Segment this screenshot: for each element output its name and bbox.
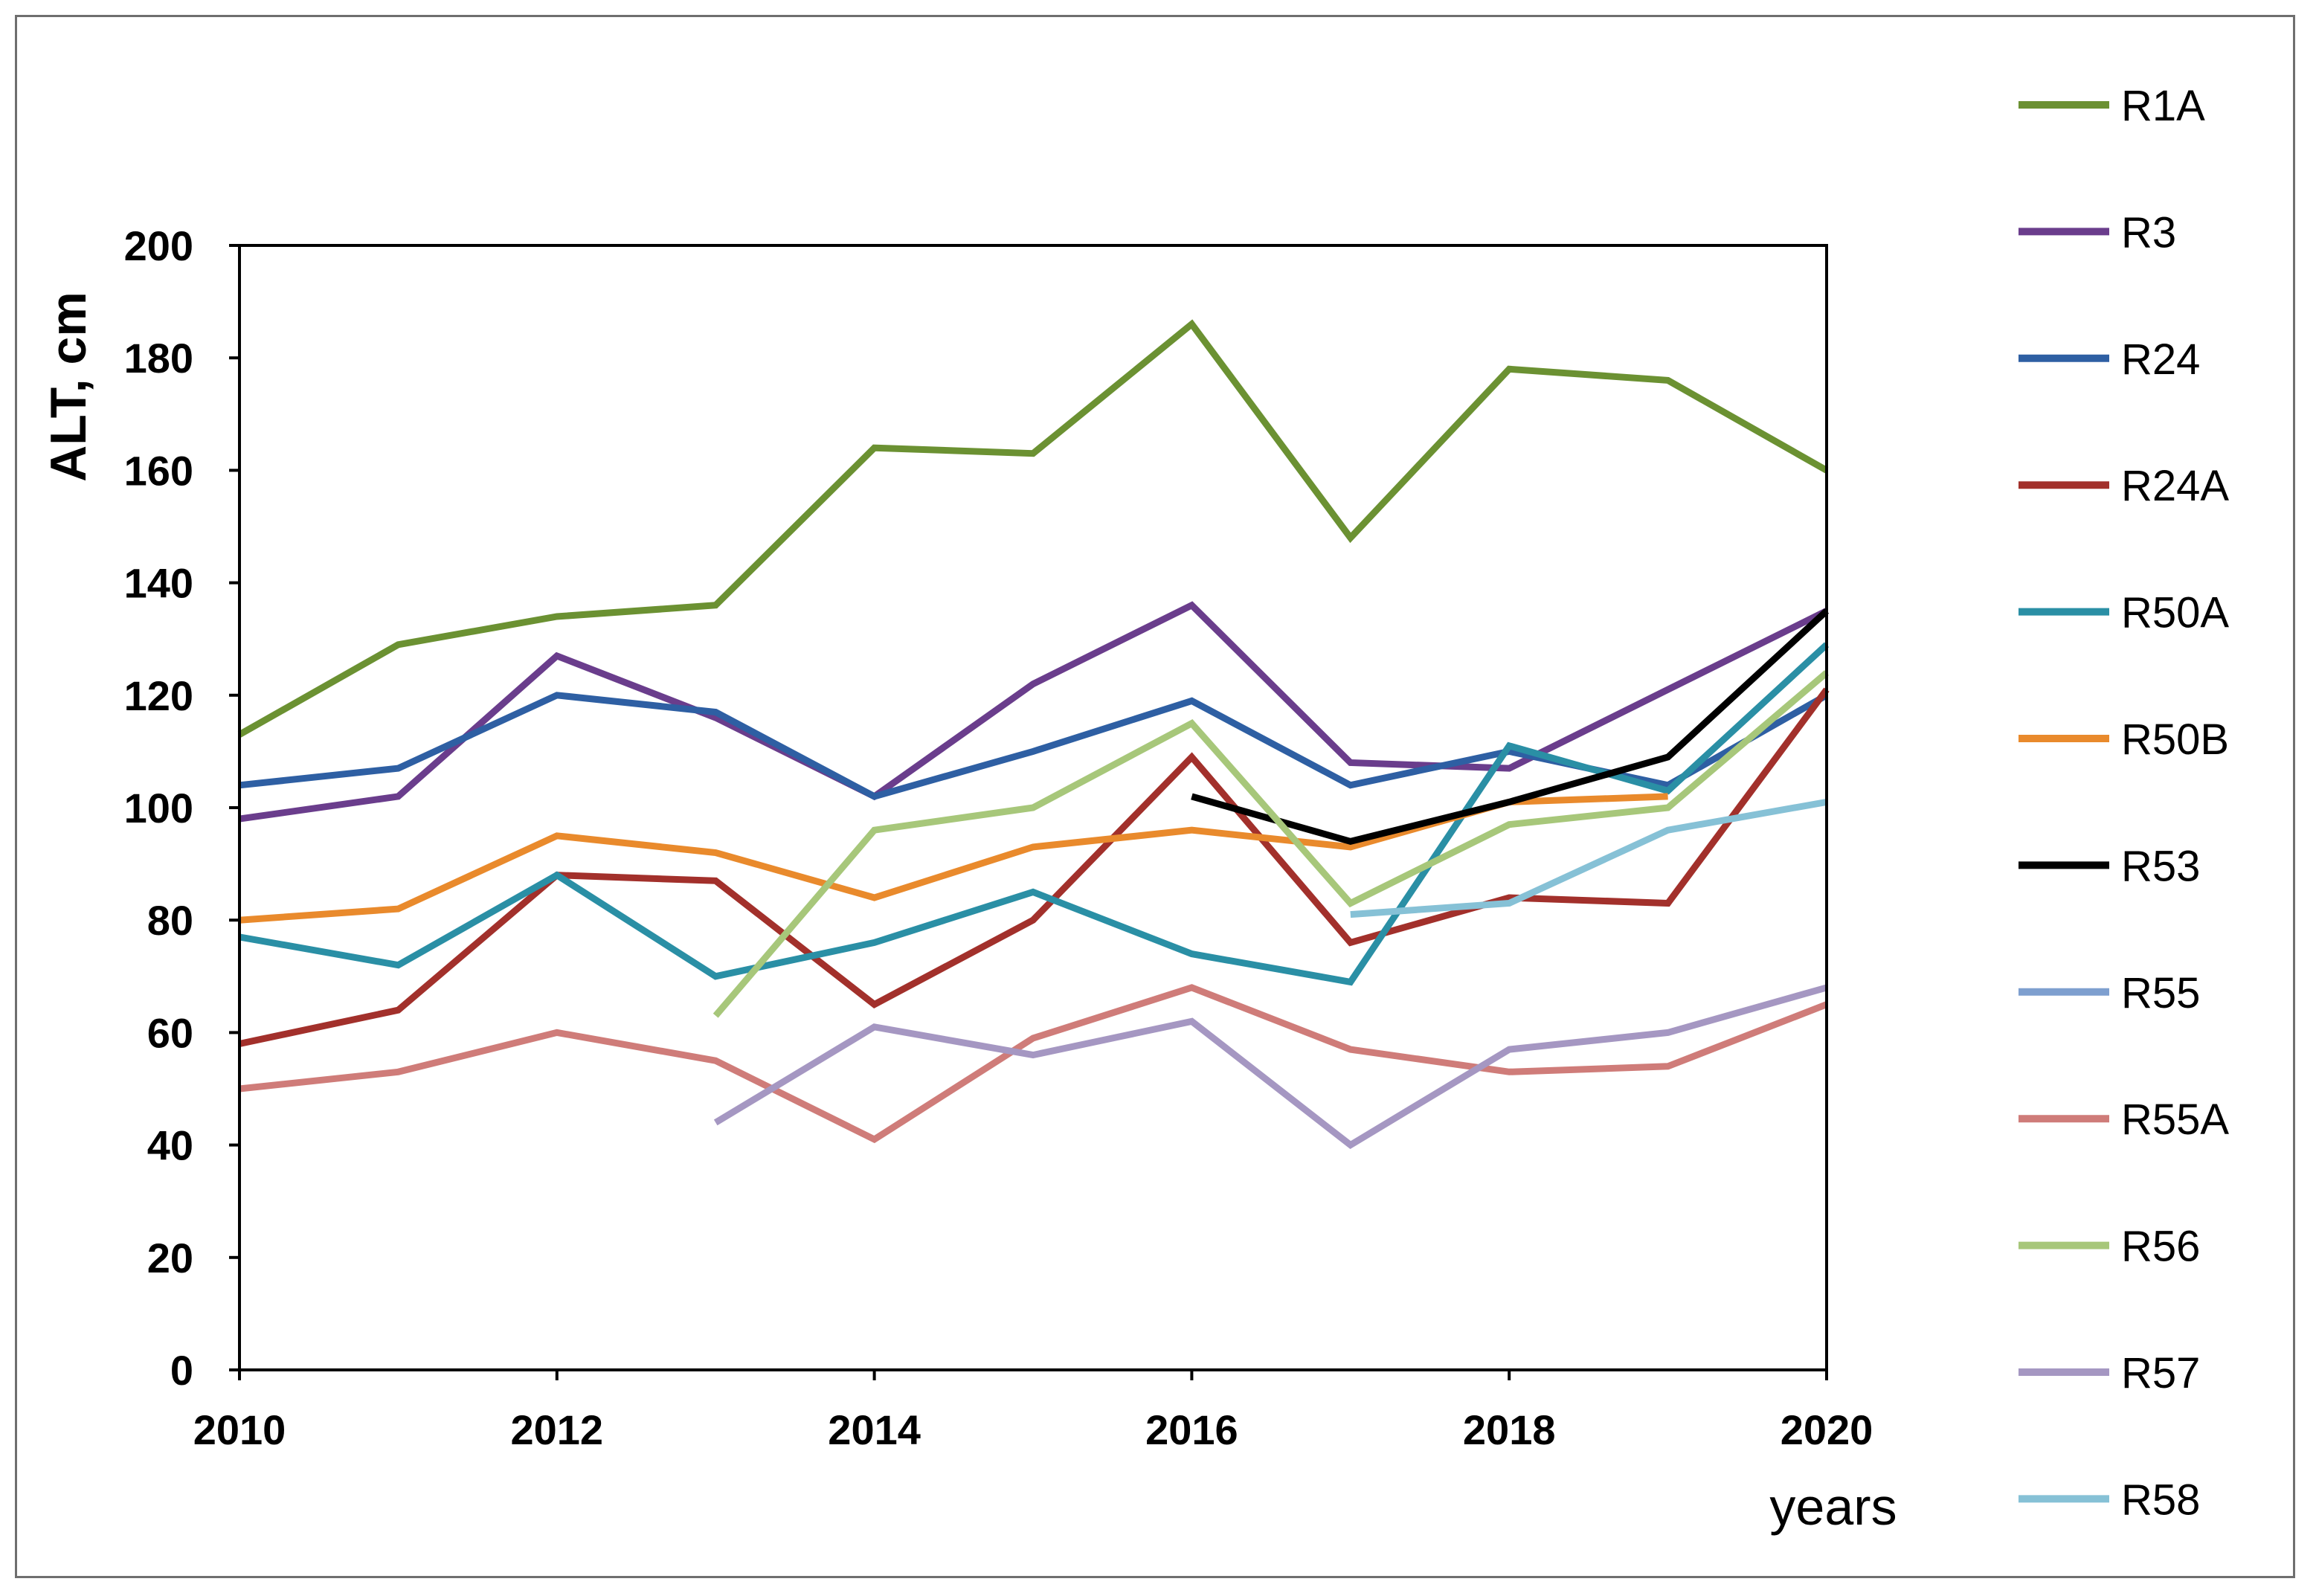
- series-line-r55a: [239, 984, 1828, 1144]
- y-tick-label: 140: [124, 560, 193, 607]
- legend-label-r53: R53: [2121, 842, 2200, 890]
- y-tick-label: 0: [170, 1347, 193, 1394]
- legend-label-r55: R55: [2121, 969, 2200, 1017]
- y-tick-label: 60: [147, 1009, 193, 1056]
- y-tick-label: 160: [124, 447, 193, 494]
- x-axis-title: years: [1769, 1478, 1897, 1536]
- y-tick-label: 40: [147, 1122, 193, 1169]
- series-line-r56: [713, 670, 1829, 1018]
- series-line-r24a: [239, 687, 1830, 1047]
- y-axis-title: ALT, cm: [40, 292, 97, 482]
- legend-label-r56: R56: [2121, 1223, 2200, 1271]
- legend-label-r50b: R50B: [2121, 715, 2229, 764]
- y-tick-label: 200: [124, 222, 193, 269]
- y-tick-label: 20: [147, 1235, 193, 1281]
- x-tick-label: 2014: [828, 1406, 921, 1453]
- x-tick-label: 2012: [511, 1406, 604, 1453]
- x-tick-label: 2020: [1781, 1406, 1873, 1453]
- y-tick-label: 180: [124, 335, 193, 382]
- legend-label-r1a: R1A: [2121, 82, 2205, 130]
- legend-label-r57: R57: [2121, 1349, 2200, 1397]
- x-tick-label: 2016: [1145, 1406, 1238, 1453]
- series-line-r50a: [239, 642, 1830, 986]
- y-tick-label: 80: [147, 897, 193, 944]
- legend-label-r3: R3: [2121, 208, 2176, 257]
- legend-label-r24a: R24A: [2121, 462, 2229, 510]
- legend-label-r24: R24: [2121, 335, 2200, 384]
- series-line-r3: [239, 601, 1828, 823]
- series-line-r1a: [237, 319, 1829, 738]
- x-tick-label: 2018: [1463, 1406, 1556, 1453]
- legend-label-r55a: R55A: [2121, 1095, 2229, 1144]
- y-tick-label: 100: [124, 785, 193, 831]
- legend-label-r50a: R50A: [2121, 589, 2229, 637]
- series-line-r58: [1350, 798, 1827, 918]
- series-line-r57: [713, 984, 1828, 1150]
- series-line-r53: [1191, 608, 1830, 846]
- y-tick-label: 120: [124, 672, 193, 719]
- legend-label-r58: R58: [2121, 1476, 2200, 1524]
- x-tick-label: 2010: [193, 1406, 286, 1453]
